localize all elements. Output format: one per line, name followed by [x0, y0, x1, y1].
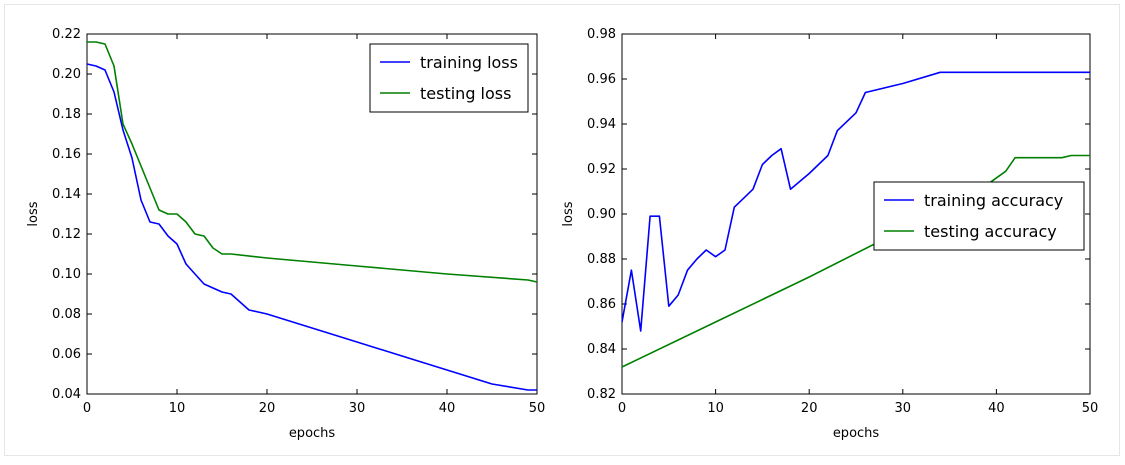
x-tick-label: 50 — [529, 401, 546, 416]
y-axis-label: loss — [26, 201, 41, 226]
x-tick-label: 20 — [259, 401, 276, 416]
x-tick-label: 30 — [895, 401, 912, 416]
x-tick-label: 30 — [349, 401, 366, 416]
x-tick-label: 10 — [169, 401, 186, 416]
legend-label: training loss — [420, 53, 518, 72]
legend-box — [369, 43, 529, 113]
legend-label: testing loss — [420, 84, 511, 103]
x-tick-label: 0 — [83, 401, 91, 416]
x-axis-label: epochs — [833, 426, 880, 441]
y-tick-label: 0.84 — [587, 342, 616, 357]
series-line-testing-accuracy — [621, 154, 1090, 368]
x-tick-label: 20 — [801, 401, 818, 416]
chart-2: 0 10 20 30 40 50 0.82 0.84 0.86 0.88 0.90 0.92 0.94 0… — [561, 27, 1098, 441]
y-tick-label: 0.86 — [587, 297, 616, 312]
x-tick-label: 0 — [618, 401, 626, 416]
y-tick-label: 0.82 — [587, 387, 616, 402]
y-tick-label: 0.04 — [52, 387, 81, 402]
y-tick-label: 0.06 — [52, 347, 81, 362]
y-tick-label: 0.20 — [52, 67, 81, 82]
x-tick-label: 50 — [1082, 401, 1099, 416]
y-tick-label: 0.94 — [587, 117, 616, 132]
y-tick-label: 0.18 — [52, 107, 81, 122]
y-tick-label: 0.88 — [587, 252, 616, 267]
legend-label: testing accuracy — [924, 222, 1057, 241]
x-tick-label: 40 — [439, 401, 456, 416]
y-tick-label: 0.14 — [52, 187, 81, 202]
y-tick-label: 0.96 — [587, 72, 616, 87]
x-tick-label: 10 — [707, 401, 724, 416]
y-tick-label: 0.92 — [587, 162, 616, 177]
y-tick-label: 0.08 — [52, 307, 81, 322]
y-tick-label: 0.22 — [52, 27, 81, 42]
series-line-training-loss — [86, 63, 537, 391]
y-tick-label: 0.98 — [587, 27, 616, 42]
legend: training loss testing loss — [369, 43, 529, 113]
x-tick-label: 40 — [988, 401, 1005, 416]
y-axis-label: loss — [561, 201, 576, 226]
chart-1: 0 10 20 30 40 50 0.04 0.06 0.08 0.10 0.12 0.14 0.16 0… — [26, 27, 545, 441]
y-tick-label: 0.10 — [52, 267, 81, 282]
series-line-testing-loss — [87, 41, 538, 283]
y-tick-label: 0.16 — [52, 147, 81, 162]
plot-area-border — [86, 33, 538, 395]
legend: training accuracy testing accuracy — [873, 181, 1085, 251]
y-tick-label: 0.90 — [587, 207, 616, 222]
legend-label: training accuracy — [924, 191, 1063, 210]
x-axis-label: epochs — [289, 426, 336, 441]
y-tick-label: 0.12 — [52, 227, 81, 242]
legend-box — [873, 181, 1085, 251]
series-line-training-accuracy — [621, 71, 1090, 332]
